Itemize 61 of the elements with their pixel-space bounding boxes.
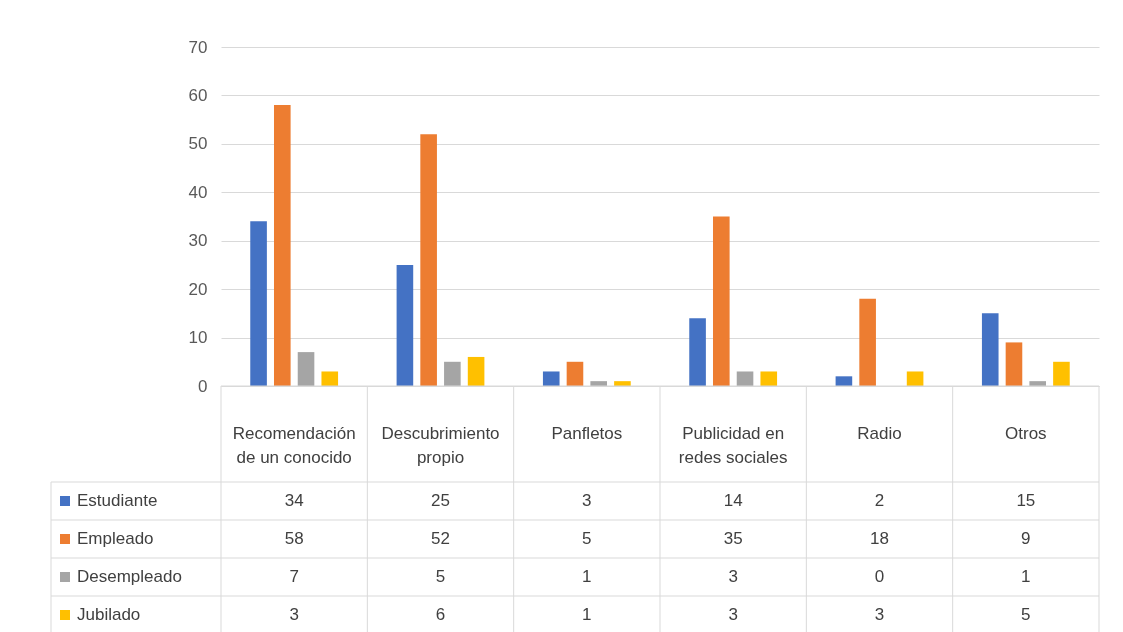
bar <box>420 134 437 386</box>
data-label: 15 <box>1016 491 1036 510</box>
data-label: 14 <box>723 491 743 510</box>
data-label: 25 <box>431 491 450 510</box>
legend-label: Empleado <box>77 529 154 548</box>
bar <box>250 221 267 386</box>
bar <box>1005 342 1023 386</box>
data-label: 1 <box>1021 567 1031 586</box>
data-label: 3 <box>728 605 738 624</box>
data-label: 5 <box>582 529 592 548</box>
bar <box>321 371 339 386</box>
bar <box>1053 361 1070 386</box>
data-label: 35 <box>723 529 743 548</box>
x-tick-label: Radio <box>857 424 902 443</box>
data-label: 58 <box>284 529 304 548</box>
bar <box>760 371 778 386</box>
data-label: 1 <box>582 567 592 586</box>
data-label: 6 <box>435 605 446 624</box>
bar <box>542 371 560 386</box>
legend-label: Jubilado <box>77 605 141 624</box>
bar <box>736 371 754 386</box>
data-label: 34 <box>284 491 304 510</box>
bar <box>396 264 414 386</box>
data-label: 1 <box>582 605 592 624</box>
y-tick-label: 10 <box>188 328 208 348</box>
x-tick-label: Publicidad en redes sociales <box>678 424 788 467</box>
x-tick-label: Otros <box>1005 424 1047 443</box>
data-label: 3 <box>874 605 885 624</box>
bar <box>859 298 876 386</box>
x-tick-label: Descubrimiento propio <box>381 424 500 467</box>
bar <box>297 352 315 386</box>
data-label: 0 <box>874 567 885 586</box>
data-label: 3 <box>289 605 299 624</box>
bar <box>274 105 291 386</box>
data-label: 5 <box>435 567 446 586</box>
bar <box>713 216 730 386</box>
bar <box>566 361 584 386</box>
bar <box>444 361 461 386</box>
bar <box>981 313 999 386</box>
data-label: 9 <box>1021 529 1031 548</box>
data-label: 3 <box>728 567 738 586</box>
x-tick-label: Panfletos <box>551 424 623 443</box>
data-label: 5 <box>1021 605 1031 624</box>
y-tick-label: 70 <box>188 37 208 57</box>
bar <box>467 356 485 386</box>
y-tick-label: 0 <box>198 376 208 396</box>
legend-label: Estudiante <box>77 491 158 510</box>
data-label: 52 <box>431 529 450 548</box>
data-label: 18 <box>870 529 889 548</box>
x-tick-label: Recomendación de un conocido <box>232 424 356 467</box>
y-tick-label: 50 <box>188 134 208 154</box>
y-tick-label: 60 <box>188 85 208 105</box>
data-label: 2 <box>874 491 885 510</box>
y-tick-label: 30 <box>188 231 208 251</box>
bar <box>689 318 706 386</box>
y-tick-label: 20 <box>188 279 208 299</box>
legend-label: Desempleado <box>77 567 182 586</box>
data-label: 3 <box>582 491 592 510</box>
data-label: 7 <box>289 567 299 586</box>
y-tick-label: 40 <box>188 182 208 202</box>
bar <box>906 371 924 386</box>
